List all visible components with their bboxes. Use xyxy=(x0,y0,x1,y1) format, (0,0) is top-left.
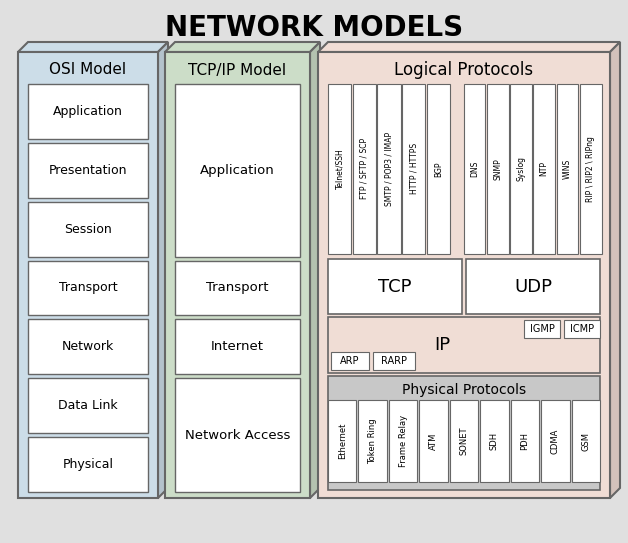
Text: Physical Protocols: Physical Protocols xyxy=(402,383,526,397)
Text: Transport: Transport xyxy=(58,281,117,294)
Bar xyxy=(420,400,448,482)
Bar xyxy=(480,400,509,482)
Text: Internet: Internet xyxy=(211,340,264,353)
Bar xyxy=(353,84,376,254)
Text: ARP: ARP xyxy=(340,356,360,367)
Bar xyxy=(28,378,148,433)
Text: NETWORK MODELS: NETWORK MODELS xyxy=(165,14,463,42)
Text: BGP: BGP xyxy=(434,161,443,176)
Text: GSM: GSM xyxy=(582,432,590,451)
Bar xyxy=(524,320,560,338)
Text: CDMA: CDMA xyxy=(551,428,560,454)
Text: Data Link: Data Link xyxy=(58,399,118,412)
Text: Session: Session xyxy=(64,223,112,236)
Bar xyxy=(328,258,462,314)
Text: Presentation: Presentation xyxy=(49,164,127,177)
Bar xyxy=(564,320,600,338)
Text: Physical: Physical xyxy=(63,458,114,471)
Bar xyxy=(175,378,300,492)
Text: RIP \ RIP2 \ RIPng: RIP \ RIP2 \ RIPng xyxy=(586,136,595,201)
Bar xyxy=(328,376,600,490)
Text: PDH: PDH xyxy=(521,432,529,450)
Polygon shape xyxy=(18,42,168,52)
Bar xyxy=(450,400,479,482)
Bar xyxy=(541,400,570,482)
Bar xyxy=(331,352,369,370)
Text: SMTP / POP3 / IMAP: SMTP / POP3 / IMAP xyxy=(384,132,394,206)
Text: IP: IP xyxy=(434,336,450,355)
Text: TCP/IP Model: TCP/IP Model xyxy=(188,62,286,78)
Bar xyxy=(533,84,555,254)
Polygon shape xyxy=(610,42,620,498)
Text: TCP: TCP xyxy=(378,277,412,295)
Text: Application: Application xyxy=(53,105,123,118)
Text: Ethernet: Ethernet xyxy=(338,423,347,459)
Bar xyxy=(328,84,351,254)
Text: Logical Protocols: Logical Protocols xyxy=(394,61,534,79)
Bar xyxy=(373,352,415,370)
Bar xyxy=(28,261,148,315)
Bar xyxy=(487,84,509,254)
Polygon shape xyxy=(158,42,168,498)
Polygon shape xyxy=(165,42,320,52)
Text: IGMP: IGMP xyxy=(529,324,555,334)
Bar xyxy=(580,84,602,254)
Polygon shape xyxy=(318,42,620,52)
Bar xyxy=(175,319,300,374)
Text: Syslog: Syslog xyxy=(516,156,526,181)
Text: Network Access: Network Access xyxy=(185,428,290,441)
Bar xyxy=(28,319,148,374)
Bar xyxy=(359,400,387,482)
Text: DNS: DNS xyxy=(470,161,479,177)
Bar xyxy=(328,400,357,482)
Bar xyxy=(466,258,600,314)
Bar xyxy=(463,84,485,254)
Bar xyxy=(377,84,401,254)
Bar xyxy=(402,84,425,254)
Bar xyxy=(556,84,578,254)
Bar xyxy=(175,261,300,315)
Text: HTTP / HTTPS: HTTP / HTTPS xyxy=(409,143,418,194)
Text: FTP / SFTP / SCP: FTP / SFTP / SCP xyxy=(360,138,369,199)
Bar xyxy=(18,52,158,498)
Text: OSI Model: OSI Model xyxy=(50,62,127,78)
Text: Network: Network xyxy=(62,340,114,353)
Text: SNMP: SNMP xyxy=(493,158,502,180)
Bar xyxy=(328,318,600,373)
Bar xyxy=(511,400,539,482)
Bar xyxy=(389,400,418,482)
Text: SONET: SONET xyxy=(460,427,468,456)
Text: SDH: SDH xyxy=(490,432,499,450)
Bar xyxy=(28,143,148,198)
Text: Token Ring: Token Ring xyxy=(368,418,377,464)
Polygon shape xyxy=(310,42,320,498)
Bar xyxy=(427,84,450,254)
Bar xyxy=(318,52,610,498)
Text: WINS: WINS xyxy=(563,159,572,179)
Bar xyxy=(28,84,148,139)
Bar xyxy=(28,437,148,492)
Text: Telnet/SSH: Telnet/SSH xyxy=(335,148,344,189)
Bar xyxy=(165,52,310,498)
Text: RARP: RARP xyxy=(381,356,407,367)
Text: Transport: Transport xyxy=(206,281,269,294)
Text: NTP: NTP xyxy=(539,161,549,176)
Text: ICMP: ICMP xyxy=(570,324,594,334)
Bar xyxy=(510,84,532,254)
Text: Application: Application xyxy=(200,164,275,177)
Bar xyxy=(28,201,148,257)
Text: UDP: UDP xyxy=(514,277,552,295)
Bar xyxy=(175,84,300,257)
Text: Frame Relay: Frame Relay xyxy=(399,415,408,467)
Bar xyxy=(571,400,600,482)
Text: ATM: ATM xyxy=(429,432,438,450)
